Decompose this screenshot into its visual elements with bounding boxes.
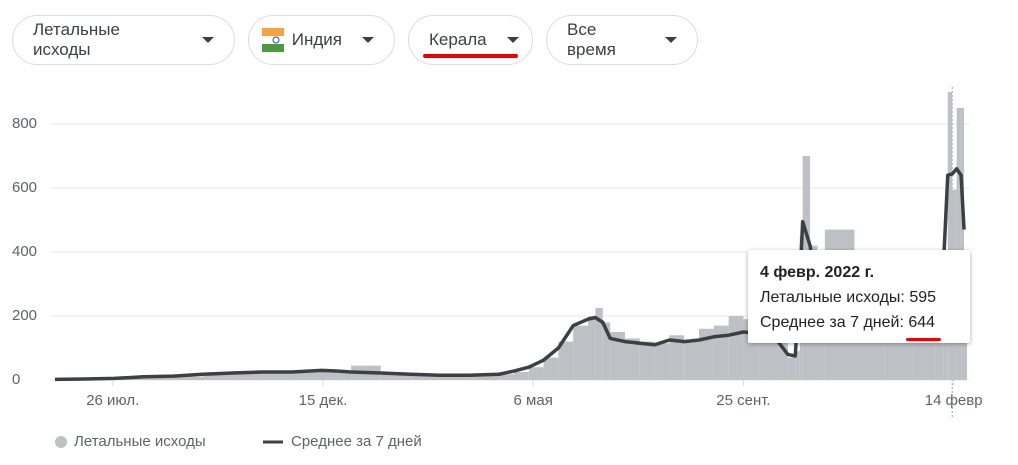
bar <box>595 308 603 380</box>
chip-label: Индия <box>291 30 342 49</box>
y-tick-label: 800 <box>12 115 37 132</box>
bar <box>699 328 714 380</box>
red-underline <box>423 54 518 58</box>
bar <box>947 92 953 380</box>
bar <box>787 357 796 380</box>
bar <box>173 376 204 380</box>
bar <box>336 371 352 380</box>
bar <box>203 374 233 380</box>
bar <box>728 316 744 380</box>
tooltip-row: Летальные исходы: 595 <box>760 285 958 310</box>
tooltip-row: Среднее за 7 дней: 644 <box>760 310 958 341</box>
bar <box>439 375 470 380</box>
y-tick-label: 200 <box>12 307 37 324</box>
bar <box>291 372 322 380</box>
bar <box>602 322 611 380</box>
tooltip-value: 644 <box>906 314 942 341</box>
bar <box>625 338 640 380</box>
x-tick-label: 6 мая <box>514 392 553 409</box>
bar <box>232 372 263 380</box>
tooltip-title: 4 февр. 2022 г. <box>760 264 875 281</box>
bar <box>684 340 700 380</box>
bar <box>780 341 788 380</box>
tooltip: 4 февр. 2022 г. Летальные исходы: 595 Ср… <box>748 250 970 343</box>
tooltip-label: Летальные исходы: <box>760 289 905 306</box>
bar <box>961 108 965 380</box>
bar <box>654 343 670 380</box>
red-underline <box>906 338 942 341</box>
bar <box>773 309 781 380</box>
dropdown-arrow <box>506 37 519 43</box>
x-tick-label: 26 июл. <box>86 392 139 409</box>
tooltip-label: Среднее за 7 дней: <box>760 314 904 331</box>
chip-label: Керала <box>429 30 487 49</box>
y-tick-label: 600 <box>12 179 37 196</box>
axis: 0 200 400 600 800 26 июл. 15 дек. 6 мая 25 сент.… <box>12 115 983 409</box>
bar <box>713 325 729 380</box>
country-chip[interactable]: Индия <box>248 15 395 65</box>
region-chip[interactable]: Керала <box>408 15 533 65</box>
y-tick-label: 400 <box>12 243 37 260</box>
bar <box>610 332 625 380</box>
bar <box>795 351 800 380</box>
bar <box>528 367 544 380</box>
bar <box>543 357 559 380</box>
flag-icon <box>262 28 284 52</box>
tooltip-number: 644 <box>908 314 936 331</box>
metric-chip[interactable]: Летальные исходы <box>12 15 235 65</box>
bar <box>410 374 440 380</box>
bar <box>321 370 337 380</box>
period-chip[interactable]: Все время <box>546 15 698 65</box>
legend-label[interactable]: Среднее за 7 дней <box>291 433 422 450</box>
bar <box>573 325 588 380</box>
chip-label: Летальные исходы <box>33 20 120 59</box>
dropdown-arrow <box>362 37 374 43</box>
bar <box>956 108 962 380</box>
bar <box>499 374 514 380</box>
bar <box>639 341 655 380</box>
x-tick-label: 14 февр <box>925 392 983 409</box>
bar <box>513 372 529 380</box>
bar <box>380 373 411 380</box>
dropdown-arrow <box>665 37 677 43</box>
legend-label[interactable]: Летальные исходы <box>74 433 206 450</box>
dropdown-arrow <box>202 37 214 43</box>
x-tick-label: 25 сент. <box>716 392 770 409</box>
legend-marker <box>55 436 67 448</box>
bar <box>587 316 596 380</box>
x-tick-label: 15 дек. <box>299 392 348 409</box>
bar <box>669 335 685 380</box>
bar <box>262 372 292 380</box>
bar <box>469 375 500 380</box>
y-tick-label: 0 <box>12 371 20 388</box>
chip-label: Все время <box>567 20 616 59</box>
tooltip-value: 595 <box>909 289 937 306</box>
filters: Летальные исходы Индия Керала Все время <box>12 15 698 65</box>
bar <box>558 341 574 380</box>
